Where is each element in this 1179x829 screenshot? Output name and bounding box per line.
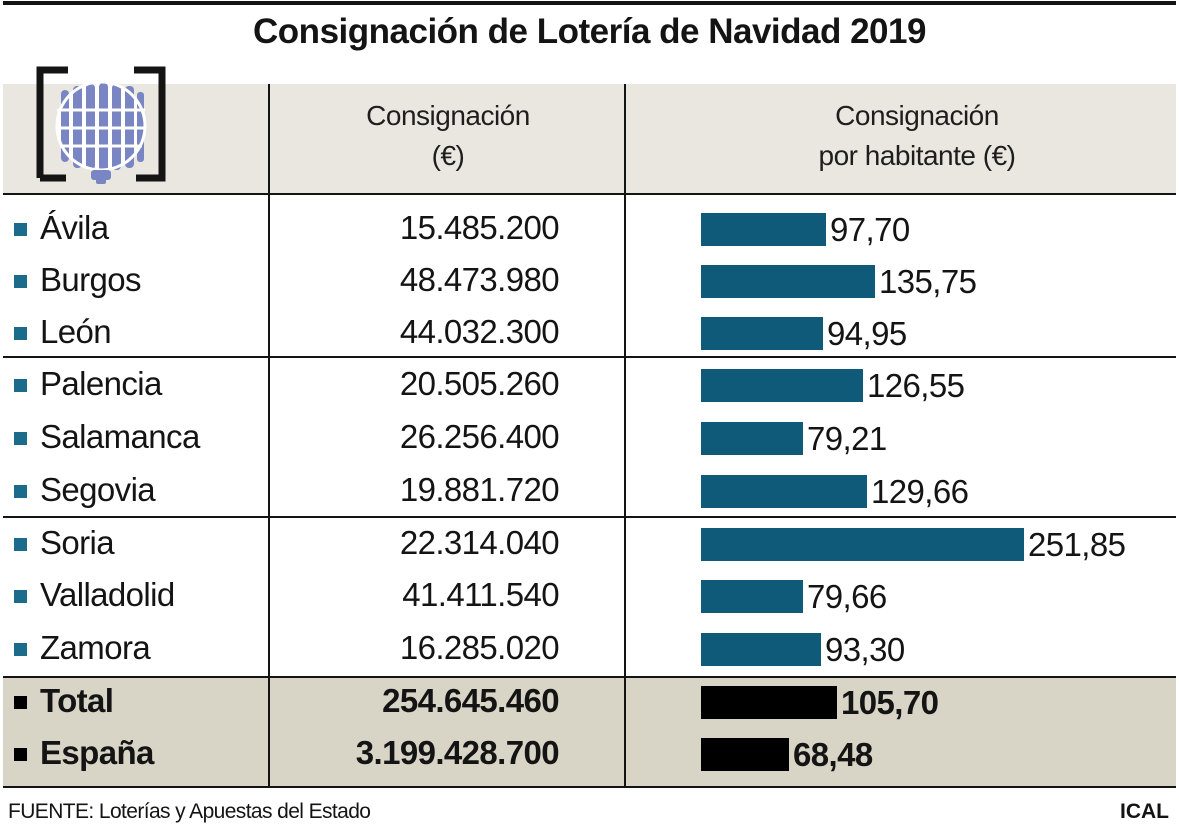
table-row: Zamora 16.285.020 93,30: [0, 623, 1179, 675]
per-capita-data-label: 129,66: [871, 473, 969, 510]
row-marker-square-icon: [14, 223, 27, 236]
loterias-globe-logo-icon: [36, 66, 166, 184]
per-capita-bar: [701, 738, 789, 771]
column-header-consignacion-line2: (€): [431, 140, 465, 171]
group-divider: [3, 356, 1176, 358]
per-capita-data-label: 135,75: [879, 263, 977, 300]
table-row: Soria 22.314.040 251,85: [0, 518, 1179, 570]
row-marker-square-icon: [14, 748, 27, 761]
column-divider: [624, 84, 626, 787]
consignacion-value: 15.485.200: [399, 209, 560, 246]
per-capita-bar: [701, 633, 821, 666]
row-label: Zamora: [40, 629, 151, 666]
row-label: Segovia: [40, 471, 156, 508]
row-marker-square-icon: [14, 485, 27, 498]
table-row: España 3.199.428.700 68,48: [0, 728, 1179, 780]
per-capita-data-label: 105,70: [841, 684, 939, 721]
table-row: Palencia 20.505.260 126,55: [0, 359, 1179, 411]
row-marker-square-icon: [14, 590, 27, 603]
consignacion-value: 44.032.300: [399, 313, 560, 350]
top-rule: [3, 1, 1176, 5]
consignacion-value: 16.285.020: [399, 629, 560, 666]
column-divider: [268, 84, 270, 787]
row-label: Salamanca: [40, 418, 200, 455]
per-capita-data-label: 97,70: [830, 211, 910, 248]
consignacion-value: 3.199.428.700: [355, 734, 560, 771]
per-capita-data-label: 79,66: [807, 578, 887, 615]
row-label: Valladolid: [40, 576, 175, 613]
table-row: León 44.032.300 94,95: [0, 307, 1179, 359]
per-capita-data-label: 94,95: [827, 315, 907, 352]
per-capita-bar: [701, 580, 803, 613]
table-row: Segovia 19.881.720 129,66: [0, 465, 1179, 517]
column-header-per-capita-line2: por habitante (€): [818, 140, 1016, 171]
per-capita-data-label: 126,55: [867, 367, 965, 404]
per-capita-bar: [701, 686, 837, 719]
brand-credit: ICAL: [1120, 800, 1169, 823]
totals-divider: [3, 676, 1176, 678]
chart-title: Consignación de Lotería de Navidad 2019: [253, 12, 926, 51]
row-label: Palencia: [40, 365, 162, 402]
row-label: Burgos: [40, 261, 142, 298]
row-marker-square-icon: [14, 327, 27, 340]
per-capita-data-label: 93,30: [825, 631, 905, 668]
consignacion-value: 19.881.720: [399, 471, 560, 508]
row-marker-square-icon: [14, 379, 27, 392]
row-marker-square-icon: [14, 432, 27, 445]
row-marker-square-icon: [14, 643, 27, 656]
per-capita-bar: [701, 528, 1024, 561]
column-header-per-capita-line1: Consignación: [835, 100, 999, 131]
table-row: Salamanca 26.256.400 79,21: [0, 412, 1179, 464]
consignacion-value: 20.505.260: [399, 365, 560, 402]
per-capita-bar: [701, 317, 823, 350]
row-label: España: [40, 734, 154, 771]
consignacion-value: 26.256.400: [399, 418, 560, 455]
table-row: Ávila 15.485.200 97,70: [0, 203, 1179, 255]
column-header-consignacion: Consignación (€): [272, 96, 624, 176]
per-capita-data-label: 79,21: [807, 420, 887, 457]
per-capita-bar: [701, 369, 863, 402]
row-label: León: [40, 313, 112, 350]
per-capita-data-label: 68,48: [793, 736, 873, 773]
table-row: Valladolid 41.411.540 79,66: [0, 570, 1179, 622]
source-note: FUENTE: Loterías y Apuestas del Estado: [8, 800, 371, 823]
per-capita-bar: [701, 475, 867, 508]
row-label: Ávila: [40, 209, 109, 246]
table-row: Total 254.645.460 105,70: [0, 676, 1179, 728]
bottom-rule: [3, 786, 1176, 788]
header-background: [3, 84, 1176, 194]
row-label: Soria: [40, 524, 115, 561]
per-capita-bar: [701, 265, 875, 298]
consignacion-value: 22.314.040: [399, 524, 560, 561]
row-marker-square-icon: [14, 275, 27, 288]
totals-background: [3, 677, 1176, 787]
row-label: Total: [40, 682, 114, 719]
consignacion-value: 254.645.460: [382, 682, 560, 719]
header-divider: [3, 193, 1176, 195]
column-header-per-capita: Consignación por habitante (€): [628, 96, 1179, 176]
group-divider: [3, 516, 1176, 518]
row-marker-square-icon: [14, 538, 27, 551]
consignacion-value: 48.473.980: [399, 261, 560, 298]
per-capita-data-label: 251,85: [1028, 526, 1126, 563]
row-marker-square-icon: [14, 696, 27, 709]
per-capita-bar: [701, 213, 826, 246]
per-capita-bar: [701, 422, 803, 455]
column-header-consignacion-line1: Consignación: [366, 100, 530, 131]
table-row: Burgos 48.473.980 135,75: [0, 255, 1179, 307]
consignacion-value: 41.411.540: [402, 576, 559, 613]
